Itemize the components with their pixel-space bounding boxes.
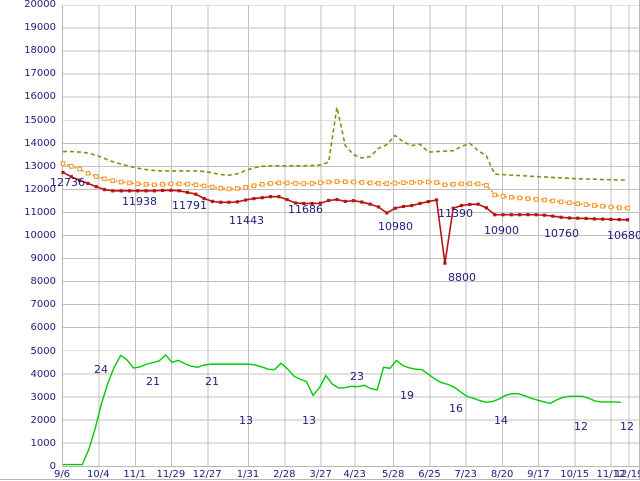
y-axis-tick-label: 9000 <box>30 253 56 265</box>
x-axis-tick-label: 10/15 <box>560 469 590 480</box>
y-axis-tick-label: 13000 <box>24 160 56 172</box>
y-axis-tick-label: 19000 <box>24 22 56 34</box>
plot-area <box>60 5 640 467</box>
y-axis-tick-label: 16000 <box>24 91 56 103</box>
y-axis-tick-label: 12000 <box>24 183 56 195</box>
y-axis-tick-label: 20000 <box>24 0 56 10</box>
y-axis-tick-label: 8000 <box>30 276 56 288</box>
x-axis-tick-label: 8/20 <box>490 469 514 480</box>
y-axis-tick-label: 0 <box>49 461 56 472</box>
x-axis-tick-label: 4/23 <box>343 469 366 480</box>
x-axis-tick-label: 12/19 <box>614 469 640 480</box>
y-axis-labels: 0 1000 2000 3000 4000 5000 6000 7000 8000 9000 100… <box>0 0 60 472</box>
grid-lines <box>63 5 640 466</box>
x-axis-tick-label: 11/1 <box>123 469 146 480</box>
x-axis-tick-label: 9/6 <box>53 469 71 480</box>
y-axis-tick-label: 7000 <box>30 299 56 311</box>
y-axis-tick-label: 15000 <box>24 114 56 126</box>
x-axis-tick-label: 11/29 <box>156 469 186 480</box>
series-lines <box>60 107 630 466</box>
x-axis-tick-label: 9/17 <box>527 469 550 480</box>
x-axis-tick-label: 11/12 <box>596 469 626 480</box>
x-axis-labels: 9/6 10/4 11/1 11/29 12/27 1/31 2/28 3/27 4/23 5/2… <box>0 469 640 481</box>
y-axis-tick-label: 5000 <box>30 345 56 357</box>
x-axis-tick-label: 2/28 <box>273 469 296 480</box>
y-axis-tick-label: 11000 <box>24 206 56 218</box>
x-axis-tick-label: 10/4 <box>87 469 110 480</box>
x-axis-tick-label: 12/27 <box>192 469 222 480</box>
y-axis-tick-label: 18000 <box>24 45 56 57</box>
y-axis-tick-label: 10000 <box>24 230 56 241</box>
y-axis-tick-label: 4000 <box>30 368 56 380</box>
y-axis-tick-label: 1000 <box>30 437 56 449</box>
x-axis-tick-label: 7/23 <box>454 469 478 480</box>
x-axis-tick-label: 3/27 <box>309 469 332 480</box>
y-axis-tick-label: 3000 <box>30 391 56 403</box>
x-axis-tick-label: 1/31 <box>236 469 260 480</box>
x-axis-tick-label: 6/25 <box>418 469 441 480</box>
y-axis-tick-label: 2000 <box>30 414 56 426</box>
x-axis-tick-label: 5/28 <box>381 469 405 480</box>
y-axis-tick-label: 17000 <box>24 68 56 80</box>
y-axis-tick-label: 6000 <box>30 322 56 334</box>
y-axis-tick-label: 14000 <box>24 137 56 149</box>
